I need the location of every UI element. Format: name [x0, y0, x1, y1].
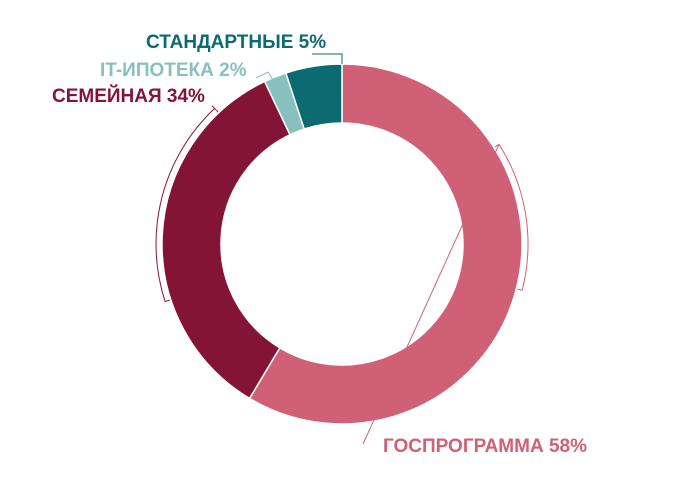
slice-label-0: ГОСПРОГРАММА 58% — [383, 436, 587, 457]
leader-line-1 — [155, 105, 219, 303]
slice-label-2: IT-ИПОТЕКА 2% — [100, 60, 247, 81]
leader-line-3 — [312, 53, 343, 64]
donut-slice-1 — [161, 80, 291, 400]
slice-label-1: СЕМЕЙНАЯ 34% — [52, 85, 205, 107]
leader-line-2 — [255, 71, 274, 81]
slice-label-3: СТАНДАРТНЫЕ 5% — [146, 32, 326, 53]
donut-slice-3 — [284, 63, 343, 130]
leader-line-0 — [362, 143, 529, 445]
donut-slice-0 — [248, 63, 523, 425]
